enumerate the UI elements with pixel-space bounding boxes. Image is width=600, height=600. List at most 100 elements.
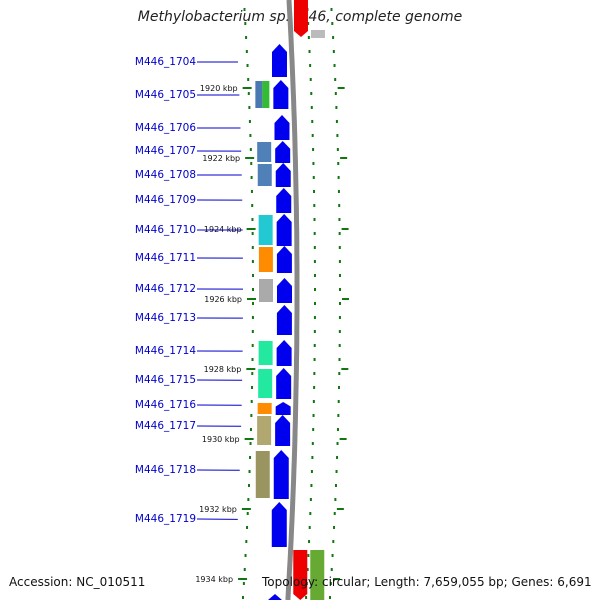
ring-dot xyxy=(330,568,333,571)
ring-dot xyxy=(247,498,250,501)
ring-dot xyxy=(337,400,340,403)
ring-dot xyxy=(334,484,337,487)
gene-arrow xyxy=(268,594,282,600)
gene-label: M446_1711 xyxy=(135,252,196,264)
ring-dot xyxy=(338,218,341,221)
reverse-gene-arrow xyxy=(293,0,308,37)
cog-block xyxy=(255,451,270,498)
cog-block xyxy=(255,81,263,108)
ring-dot xyxy=(311,120,314,123)
ring-dot xyxy=(244,22,247,25)
ring-dot xyxy=(309,512,312,515)
gene-arrow xyxy=(276,368,292,399)
ruler-tick xyxy=(246,298,256,300)
ruler-tick xyxy=(244,438,254,440)
gene-arrow xyxy=(276,340,292,366)
cog-block xyxy=(258,215,273,245)
ring-dot xyxy=(332,36,335,39)
ring-dot xyxy=(251,302,254,305)
gene-arrow xyxy=(276,214,292,246)
cog-block xyxy=(262,81,270,108)
ring-dot xyxy=(313,302,316,305)
ring-dot xyxy=(309,78,312,81)
ring-dot xyxy=(251,330,254,333)
ring-dot xyxy=(310,106,313,109)
ring-dot xyxy=(313,372,316,375)
cog-block xyxy=(258,341,273,365)
ring-dot xyxy=(333,526,336,529)
ring-dot xyxy=(308,540,311,543)
gene-arrow xyxy=(276,246,292,273)
ring-dot xyxy=(337,414,340,417)
ring-dot xyxy=(250,400,253,403)
ring-dot xyxy=(247,484,250,487)
ring-dot xyxy=(336,148,339,151)
ring-dot xyxy=(305,596,308,599)
topology-text: Topology: circular; Length: 7,659,055 bp… xyxy=(262,575,592,589)
ring-dot xyxy=(313,386,316,389)
ring-dot xyxy=(338,274,341,277)
ring-dot xyxy=(338,372,341,375)
ring-dot xyxy=(251,204,254,207)
ring-dot xyxy=(313,260,316,263)
gene-arrow xyxy=(273,80,289,109)
ring-dot xyxy=(329,582,332,585)
ring-dot xyxy=(246,64,249,67)
gene-label: M446_1712 xyxy=(135,283,196,295)
gene-arrow xyxy=(271,44,287,77)
ring-dot xyxy=(307,22,310,25)
gene-labels: M446_1704 M446_1705 M446_1706 M446_1707 M446… xyxy=(135,56,244,525)
ring-dot xyxy=(312,414,315,417)
ruler-tick-label: 1932 kbp xyxy=(199,505,237,514)
ring-dot xyxy=(251,232,254,235)
ring-dot xyxy=(308,50,311,53)
other-strand-genes xyxy=(293,0,325,600)
ring-dot xyxy=(335,106,338,109)
ring-dot xyxy=(336,442,339,445)
outer-ring-tick xyxy=(341,298,349,300)
ring-dot xyxy=(245,540,248,543)
gene-arrow xyxy=(276,305,292,335)
ring-dot xyxy=(242,582,245,585)
ring-dot xyxy=(247,92,250,95)
ring-dot xyxy=(251,218,254,221)
ring-dot xyxy=(310,484,313,487)
gene-arrow xyxy=(275,141,291,163)
gene-arrows xyxy=(268,44,292,600)
gene-label: M446_1709 xyxy=(135,194,196,206)
gene-label: M446_1706 xyxy=(135,122,196,134)
ring-dot xyxy=(330,8,333,11)
ring-dot xyxy=(251,358,254,361)
gene-label: M446_1717 xyxy=(135,420,196,432)
reverse-cog-block xyxy=(310,550,325,600)
ruler-tick xyxy=(246,228,256,230)
cog-color-blocks xyxy=(255,81,273,498)
ring-dot xyxy=(328,596,331,599)
ring-dot xyxy=(248,120,251,123)
gene-arrow xyxy=(275,163,291,187)
ring-dot xyxy=(338,358,341,361)
ring-dot xyxy=(337,176,340,179)
ring-dot xyxy=(248,106,251,109)
ring-dot xyxy=(250,414,253,417)
gene-arrow xyxy=(274,115,290,140)
ring-dot xyxy=(249,456,252,459)
ring-dot xyxy=(249,428,252,431)
ring-dot xyxy=(336,428,339,431)
ruler-tick xyxy=(246,368,256,370)
outer-ring-tick xyxy=(339,438,347,440)
ring-dot xyxy=(251,372,254,375)
gene-arrow xyxy=(271,502,287,547)
cog-block xyxy=(257,403,272,414)
ring-dot xyxy=(336,456,339,459)
ring-dot xyxy=(250,176,253,179)
outer-ring-tick xyxy=(337,87,345,89)
ring-dot xyxy=(338,288,341,291)
ring-dot xyxy=(311,456,314,459)
ruler-tick-label: 1924 kbp xyxy=(204,225,242,234)
gene-label: M446_1713 xyxy=(135,312,196,324)
ring-dot xyxy=(337,162,340,165)
ring-dot xyxy=(333,64,336,67)
ring-dot xyxy=(337,190,340,193)
accession-text: Accession: NC_010511 xyxy=(9,575,146,589)
